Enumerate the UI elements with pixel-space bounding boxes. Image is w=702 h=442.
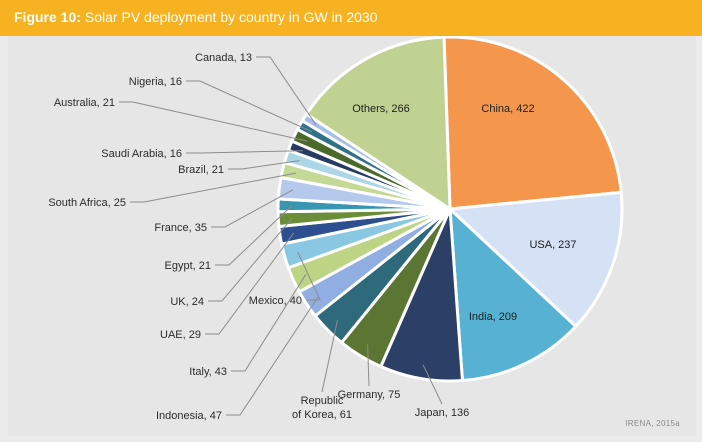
pie-slice-others [305, 36, 452, 211]
pie-slice-india [448, 207, 578, 383]
leader-line-republic-of-korea [321, 320, 338, 393]
chart-panel: China, 422 USA, 237 India, 209 Japan, 136 Ge… [8, 36, 696, 436]
leader-line-indonesia [226, 296, 319, 416]
slice-label-south-africa: South Africa, 25 [48, 197, 126, 209]
leader-line-italy [231, 274, 307, 372]
leader-line-germany [367, 344, 370, 387]
figure-title-bar: Figure 10: Solar PV deployment by country… [0, 0, 702, 36]
leader-line-canada [256, 56, 317, 126]
slice-label-japan: Japan, 136 [415, 407, 469, 419]
slice-label-saudi-arabia: Saudi Arabia, 16 [101, 148, 182, 160]
source-credit: IRENA, 2015a [625, 419, 680, 428]
slice-label-nigeria: Nigeria, 16 [129, 76, 182, 88]
pie-slice-usa [448, 190, 624, 328]
slice-label-others: Others, 266 [352, 103, 409, 115]
figure-title-text: Solar PV deployment by country in GW in … [84, 9, 378, 25]
slice-label-egypt: Egypt, 21 [165, 260, 211, 272]
leader-line-nigeria [186, 80, 313, 133]
slice-label-mexico: Mexico, 40 [249, 295, 302, 307]
leader-line-uae [205, 232, 295, 335]
leader-lines [119, 56, 443, 416]
leader-line-brazil [228, 160, 300, 170]
slice-label-brazil: Brazil, 21 [178, 164, 224, 176]
slice-label-italy: Italy, 43 [189, 366, 227, 378]
slice-label-republic-of-korea: Republic of Korea, 61 [292, 395, 352, 421]
leader-line-japan [422, 364, 443, 405]
leader-line-australia [119, 101, 308, 142]
leader-line-egypt [215, 205, 293, 266]
slice-labels: China, 422 USA, 237 India, 209 Japan, 136 Ge… [48, 52, 576, 422]
figure-number: Figure 10: [14, 9, 81, 25]
figure-title: Figure 10: Solar PV deployment by country… [14, 9, 378, 25]
slice-label-uk: UK, 24 [170, 296, 204, 308]
slice-label-indonesia: Indonesia, 47 [156, 410, 222, 422]
slice-label-india: India, 209 [469, 311, 517, 323]
slice-label-uae: UAE, 29 [160, 329, 201, 341]
leader-line-saudi-arabia [186, 150, 303, 154]
leader-line-uk [208, 217, 293, 302]
leader-line-south-africa [130, 172, 296, 203]
pie-slice-china [442, 36, 623, 211]
pie-chart: China, 422 USA, 237 India, 209 Japan, 136 Ge… [48, 36, 624, 422]
slice-label-china: China, 422 [481, 103, 534, 115]
slice-label-germany: Germany, 75 [338, 389, 401, 401]
leader-line-france [211, 189, 294, 228]
slice-label-canada: Canada, 13 [195, 52, 252, 64]
slice-label-france: France, 35 [154, 222, 207, 234]
leader-line-mexico [297, 252, 321, 301]
pie-slices [276, 36, 624, 383]
slice-label-australia: Australia, 21 [54, 97, 115, 109]
slice-label-usa: USA, 237 [529, 239, 576, 251]
